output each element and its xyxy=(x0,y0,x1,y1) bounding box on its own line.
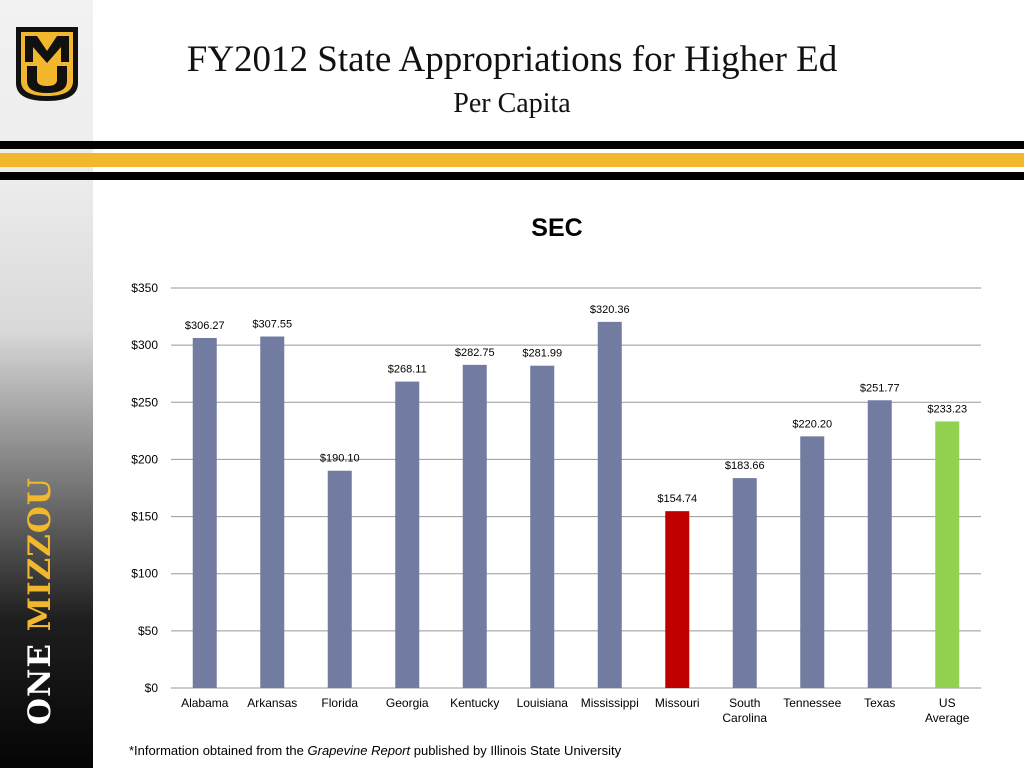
x-tick-label: Florida xyxy=(321,696,358,710)
data-label: $306.27 xyxy=(185,320,225,332)
x-tick-label: Missouri xyxy=(655,696,700,710)
data-label: $233.23 xyxy=(927,403,967,415)
x-tick-label: Louisiana xyxy=(517,696,569,710)
footnote: *Information obtained from the Grapevine… xyxy=(129,743,621,758)
x-tick-label: Carolina xyxy=(722,711,767,725)
bar xyxy=(260,336,285,688)
mu-logo xyxy=(14,25,80,103)
y-tick-label: $100 xyxy=(131,567,158,581)
x-tick-label: Georgia xyxy=(386,696,429,710)
data-label: $220.20 xyxy=(792,418,832,430)
data-label: $154.74 xyxy=(657,493,697,505)
footnote-pre: *Information obtained from the xyxy=(129,743,308,758)
y-tick-label: $0 xyxy=(145,681,159,695)
x-tick-label: Alabama xyxy=(181,696,229,710)
bar xyxy=(732,478,757,688)
data-label: $282.75 xyxy=(455,347,495,359)
bar xyxy=(192,337,217,688)
top-black-stripe xyxy=(0,141,1024,149)
y-tick-label: $350 xyxy=(131,281,158,295)
data-label: $307.55 xyxy=(252,319,292,331)
bar xyxy=(530,365,555,688)
y-tick-label: $300 xyxy=(131,338,158,352)
y-tick-label: $150 xyxy=(131,510,158,524)
slide-title: FY2012 State Appropriations for Higher E… xyxy=(186,39,838,80)
y-tick-label: $250 xyxy=(131,395,158,409)
bar xyxy=(800,436,825,688)
data-label: $190.10 xyxy=(320,453,360,465)
x-tick-label: US xyxy=(939,696,956,710)
x-tick-label: Arkansas xyxy=(247,696,297,710)
x-tick-label: South xyxy=(729,696,760,710)
data-label: $268.11 xyxy=(388,364,427,376)
bar xyxy=(935,421,960,688)
y-tick-label: $50 xyxy=(138,624,158,638)
x-tick-label: Average xyxy=(925,711,970,725)
slide-subtitle: Per Capita xyxy=(453,88,571,119)
x-tick-label: Mississippi xyxy=(581,696,639,710)
gold-stripe xyxy=(0,153,1024,167)
left-brand-panel: ONE MIZZOU xyxy=(0,0,93,768)
bar xyxy=(597,321,622,688)
footnote-source: Grapevine Report xyxy=(307,743,411,758)
data-label: $320.36 xyxy=(590,304,630,316)
data-label: $183.66 xyxy=(725,460,765,472)
y-tick-label: $200 xyxy=(131,452,158,466)
data-label: $281.99 xyxy=(522,348,562,360)
x-tick-label: Tennessee xyxy=(783,696,841,710)
bar xyxy=(327,470,352,688)
bottom-black-stripe xyxy=(0,172,1024,180)
x-tick-label: Texas xyxy=(864,696,895,710)
bar xyxy=(395,381,420,688)
bar xyxy=(462,364,487,688)
chart-title: SEC xyxy=(531,214,582,242)
footnote-post: published by Illinois State University xyxy=(410,743,622,758)
data-label: $251.77 xyxy=(860,382,900,394)
bar xyxy=(867,400,892,688)
bar xyxy=(665,511,690,688)
x-tick-label: Kentucky xyxy=(450,696,499,710)
